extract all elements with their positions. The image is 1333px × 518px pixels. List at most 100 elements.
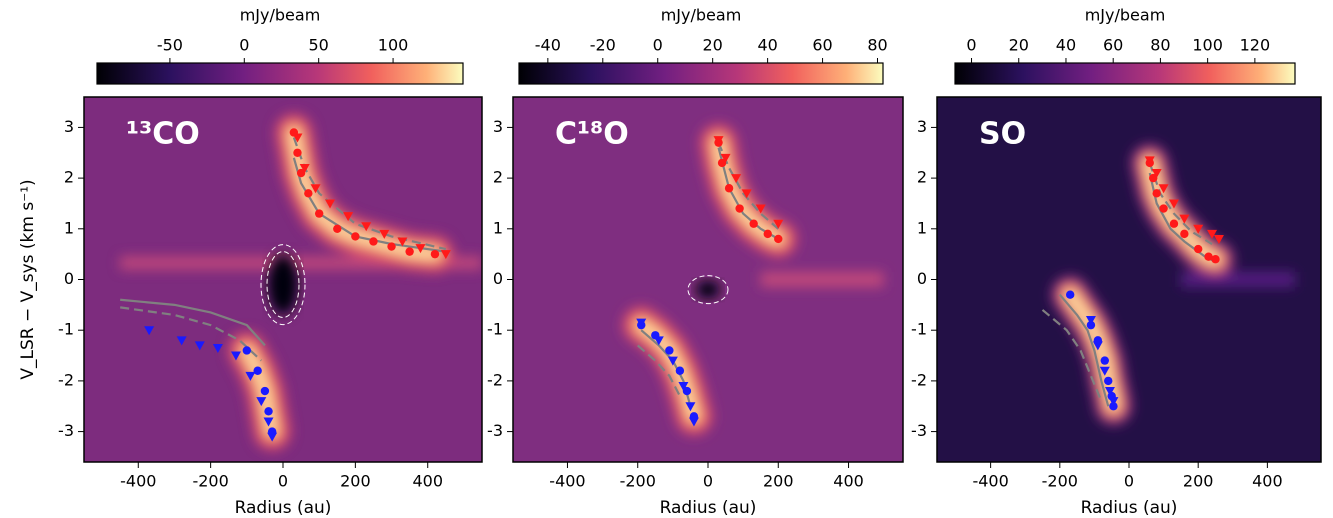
colorbar-tick-label: -20: [590, 36, 616, 55]
data-point: [440, 250, 451, 260]
x-tick-label: 0: [703, 472, 713, 491]
colorbar-tick-label: 100: [378, 36, 409, 55]
data-point: [293, 148, 302, 157]
data-point: [1207, 229, 1218, 239]
y-axis-label: V_LSR − V_sys (km s⁻¹): [18, 179, 38, 379]
x-tick-label: -400: [549, 472, 585, 491]
data-point: [263, 417, 274, 427]
y-tick-label: -2: [487, 370, 503, 389]
x-tick-label: -200: [620, 472, 656, 491]
y-tick-label: -3: [58, 421, 74, 440]
x-axis-label: Radius (au): [235, 498, 332, 518]
data-point: [194, 341, 205, 351]
contour: [260, 244, 306, 326]
y-tick-label: 3: [493, 117, 503, 136]
data-point: [1100, 356, 1109, 365]
emission-band: [760, 271, 884, 288]
data-point: [1109, 402, 1118, 411]
colorbar: [518, 62, 884, 85]
data-point: [256, 397, 267, 407]
colorbar-tick-label: 0: [239, 36, 249, 55]
y-tick-label: 2: [493, 168, 503, 187]
panel: SO -400 -200 0 200 400 -3 -2 -1 0 1 2 3 Radius (au) 0 2…: [911, 6, 1322, 518]
x-tick-label: -400: [972, 472, 1008, 491]
data-point: [653, 336, 664, 346]
data-point: [1168, 199, 1179, 209]
y-tick-label: 3: [64, 117, 74, 136]
x-tick-label: -200: [1042, 472, 1078, 491]
data-point: [176, 336, 187, 346]
data-point: [245, 371, 256, 381]
colorbar-tick-label: -50: [157, 36, 183, 55]
x-tick-label: 200: [340, 472, 371, 491]
colorbar-tick-label: 20: [702, 36, 722, 55]
x-tick-label: 0: [1124, 472, 1134, 491]
data-point: [685, 402, 696, 412]
data-point: [1179, 214, 1190, 224]
panel: ¹³CO -400 -200 0 200 400 -3 -2 -1 0 1 2 3 Radius (au)…: [18, 6, 483, 518]
data-point: [1193, 224, 1204, 234]
colorbar: [96, 62, 464, 85]
data-point: [678, 381, 689, 391]
data-point: [253, 366, 262, 375]
y-tick-label: 2: [64, 168, 74, 187]
data-point: [688, 417, 699, 427]
data-point: [717, 158, 727, 168]
data-point: [713, 136, 724, 146]
data-point: [1099, 366, 1110, 376]
model-curve: [1058, 293, 1110, 407]
contour: [266, 251, 300, 319]
x-tick-label: 400: [833, 472, 864, 491]
contour: [687, 275, 729, 305]
absorption: [268, 254, 298, 315]
data-point: [397, 237, 408, 247]
data-point: [1169, 219, 1179, 228]
data-point: [230, 351, 241, 361]
x-tick-label: 400: [412, 472, 443, 491]
model-curve: [637, 344, 681, 397]
data-point: [405, 247, 414, 256]
data-point: [430, 249, 440, 259]
data-point: [1092, 341, 1103, 351]
colorbar-label: mJy/beam: [661, 6, 742, 25]
data-point: [667, 356, 678, 366]
data-point: [415, 244, 426, 254]
data-point: [1144, 156, 1155, 166]
colorbar-tick-label: 40: [1056, 36, 1076, 55]
data-point: [1204, 252, 1213, 261]
colorbar-tick-label: 50: [309, 36, 329, 55]
data-point: [636, 318, 647, 328]
data-point: [325, 199, 336, 209]
colorbar-tick-label: 120: [1240, 36, 1271, 55]
panel-label: C¹⁸O: [555, 117, 629, 152]
colorbar-label: mJy/beam: [1085, 6, 1166, 25]
y-tick-label: 0: [493, 269, 503, 288]
pv-image: [937, 97, 1321, 462]
data-point: [735, 204, 744, 213]
data-point: [369, 237, 378, 246]
data-point: [242, 346, 252, 355]
y-tick-label: -2: [58, 370, 74, 389]
y-tick-label: 1: [493, 218, 503, 237]
data-point: [299, 163, 310, 173]
y-tick-label: 1: [64, 218, 74, 237]
data-point: [1193, 244, 1203, 254]
data-point: [212, 343, 223, 353]
data-point: [1086, 320, 1096, 330]
data-point: [1085, 316, 1096, 326]
x-tick-label: -200: [192, 472, 228, 491]
data-point: [724, 184, 734, 193]
data-point: [1211, 255, 1220, 264]
absorption: [696, 280, 720, 299]
data-point: [731, 174, 742, 184]
data-point: [1104, 387, 1115, 397]
data-point: [1213, 234, 1224, 244]
data-point: [387, 242, 396, 251]
colorbar-tick-label: 80: [1150, 36, 1170, 55]
data-point: [763, 229, 772, 239]
data-point: [675, 366, 685, 375]
data-point: [260, 386, 270, 396]
data-point: [1104, 376, 1113, 386]
y-tick-label: 2: [917, 168, 927, 187]
